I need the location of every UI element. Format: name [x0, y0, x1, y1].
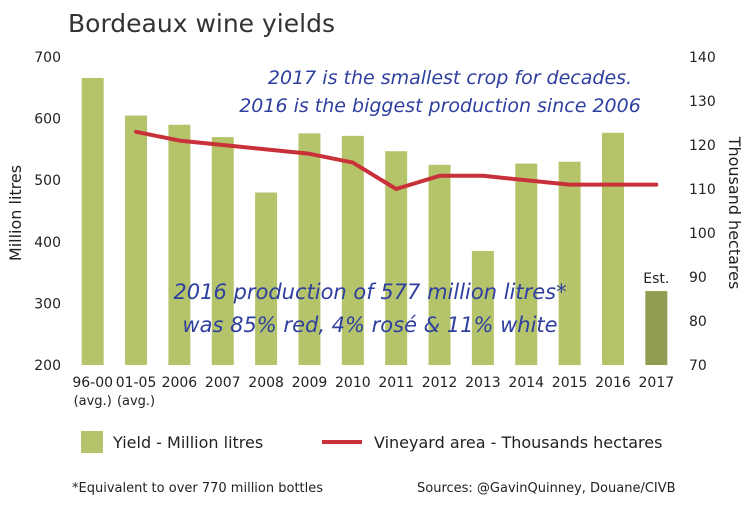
- y-tick-label: 500: [34, 173, 61, 189]
- x-tick-label: 2010: [335, 375, 371, 391]
- y2-tick-label: 70: [689, 358, 707, 374]
- y2-tick-label: 110: [689, 182, 716, 198]
- legend-label-vineyard-area: Vineyard area - Thousands hectares: [374, 433, 662, 452]
- y-tick-label: 600: [34, 112, 61, 128]
- y2-tick-label: 80: [689, 314, 707, 330]
- bar-yield: [515, 163, 538, 365]
- y2-tick-label: 120: [689, 138, 716, 154]
- x-tick-label: 2015: [552, 375, 588, 391]
- sources: Sources: @GavinQuinney, Douane/CIVB: [417, 481, 676, 496]
- y-tick-label: 700: [34, 50, 61, 66]
- y2-tick-label: 90: [689, 270, 707, 286]
- x-tick-label: 2013: [465, 375, 501, 391]
- x-tick-label: 2012: [422, 375, 458, 391]
- y-tick-label: 400: [34, 235, 61, 251]
- bar-yield: [298, 133, 321, 365]
- line-vineyard-area: [134, 129, 659, 191]
- annotation-2016-split: was 85% red, 4% rosé & 11% white: [182, 313, 557, 337]
- bar-yield: [341, 135, 364, 365]
- x-tick-label: 2008: [248, 375, 284, 391]
- legend-swatch-yield: [81, 431, 103, 453]
- x-tick-sublabel: (avg.): [117, 394, 155, 409]
- x-tick-sublabel: (avg.): [74, 394, 112, 409]
- bar-yield-estimate: [645, 291, 668, 365]
- legend-label-yield: Yield - Million litres: [112, 433, 263, 452]
- annotation-2016-production: 2016 production of 577 million litres*: [173, 280, 566, 304]
- vineyard-area-line-layer: [134, 129, 659, 191]
- y2-tick-label: 140: [689, 50, 716, 66]
- bar-yield: [601, 132, 624, 365]
- bar-yield: [168, 124, 191, 365]
- y-tick-label: 200: [34, 358, 61, 374]
- footnote: *Equivalent to over 770 million bottles: [72, 481, 323, 496]
- x-tick-label: 2017: [639, 375, 675, 391]
- x-tick-label: 2016: [595, 375, 631, 391]
- x-tick-label: 2006: [162, 375, 198, 391]
- bar-yield: [255, 192, 278, 365]
- bar-yield: [558, 161, 581, 365]
- estimate-label: Est.: [643, 271, 669, 287]
- bar-yield: [385, 151, 408, 365]
- y2-tick-label: 130: [689, 94, 716, 110]
- x-tick-label: 2007: [205, 375, 241, 391]
- bar-yield: [211, 137, 234, 365]
- bar-yield: [81, 77, 104, 365]
- y-axis-ticks: 200 300 400 500 600 700: [34, 50, 61, 374]
- annotation-smallest-crop: 2017 is the smallest crop for decades.: [268, 67, 632, 89]
- x-tick-label: 01-05: [116, 375, 157, 391]
- y-tick-label: 300: [34, 296, 61, 312]
- x-axis-ticks: 96-00 (avg.) 01-05 (avg.) 2006 2007 2008 2009 20…: [72, 375, 674, 409]
- x-tick-label: 2009: [292, 375, 328, 391]
- bar-yield: [471, 251, 494, 365]
- chart-title: Bordeaux wine yields: [68, 9, 335, 38]
- x-tick-label: 96-00: [72, 375, 113, 391]
- x-tick-label: 2014: [508, 375, 544, 391]
- y-axis-label: Million litres: [6, 165, 25, 261]
- x-tick-label: 2011: [378, 375, 414, 391]
- y2-axis-ticks: 70 80 90 100 110 120 130 140: [689, 50, 716, 374]
- y2-axis-label: Thousand hectares: [725, 136, 744, 290]
- bar-yield: [428, 164, 451, 365]
- bar-yield: [125, 115, 148, 366]
- bars: [81, 77, 668, 366]
- y2-tick-label: 100: [689, 226, 716, 242]
- annotation-biggest-production: 2016 is the biggest production since 200…: [239, 95, 641, 117]
